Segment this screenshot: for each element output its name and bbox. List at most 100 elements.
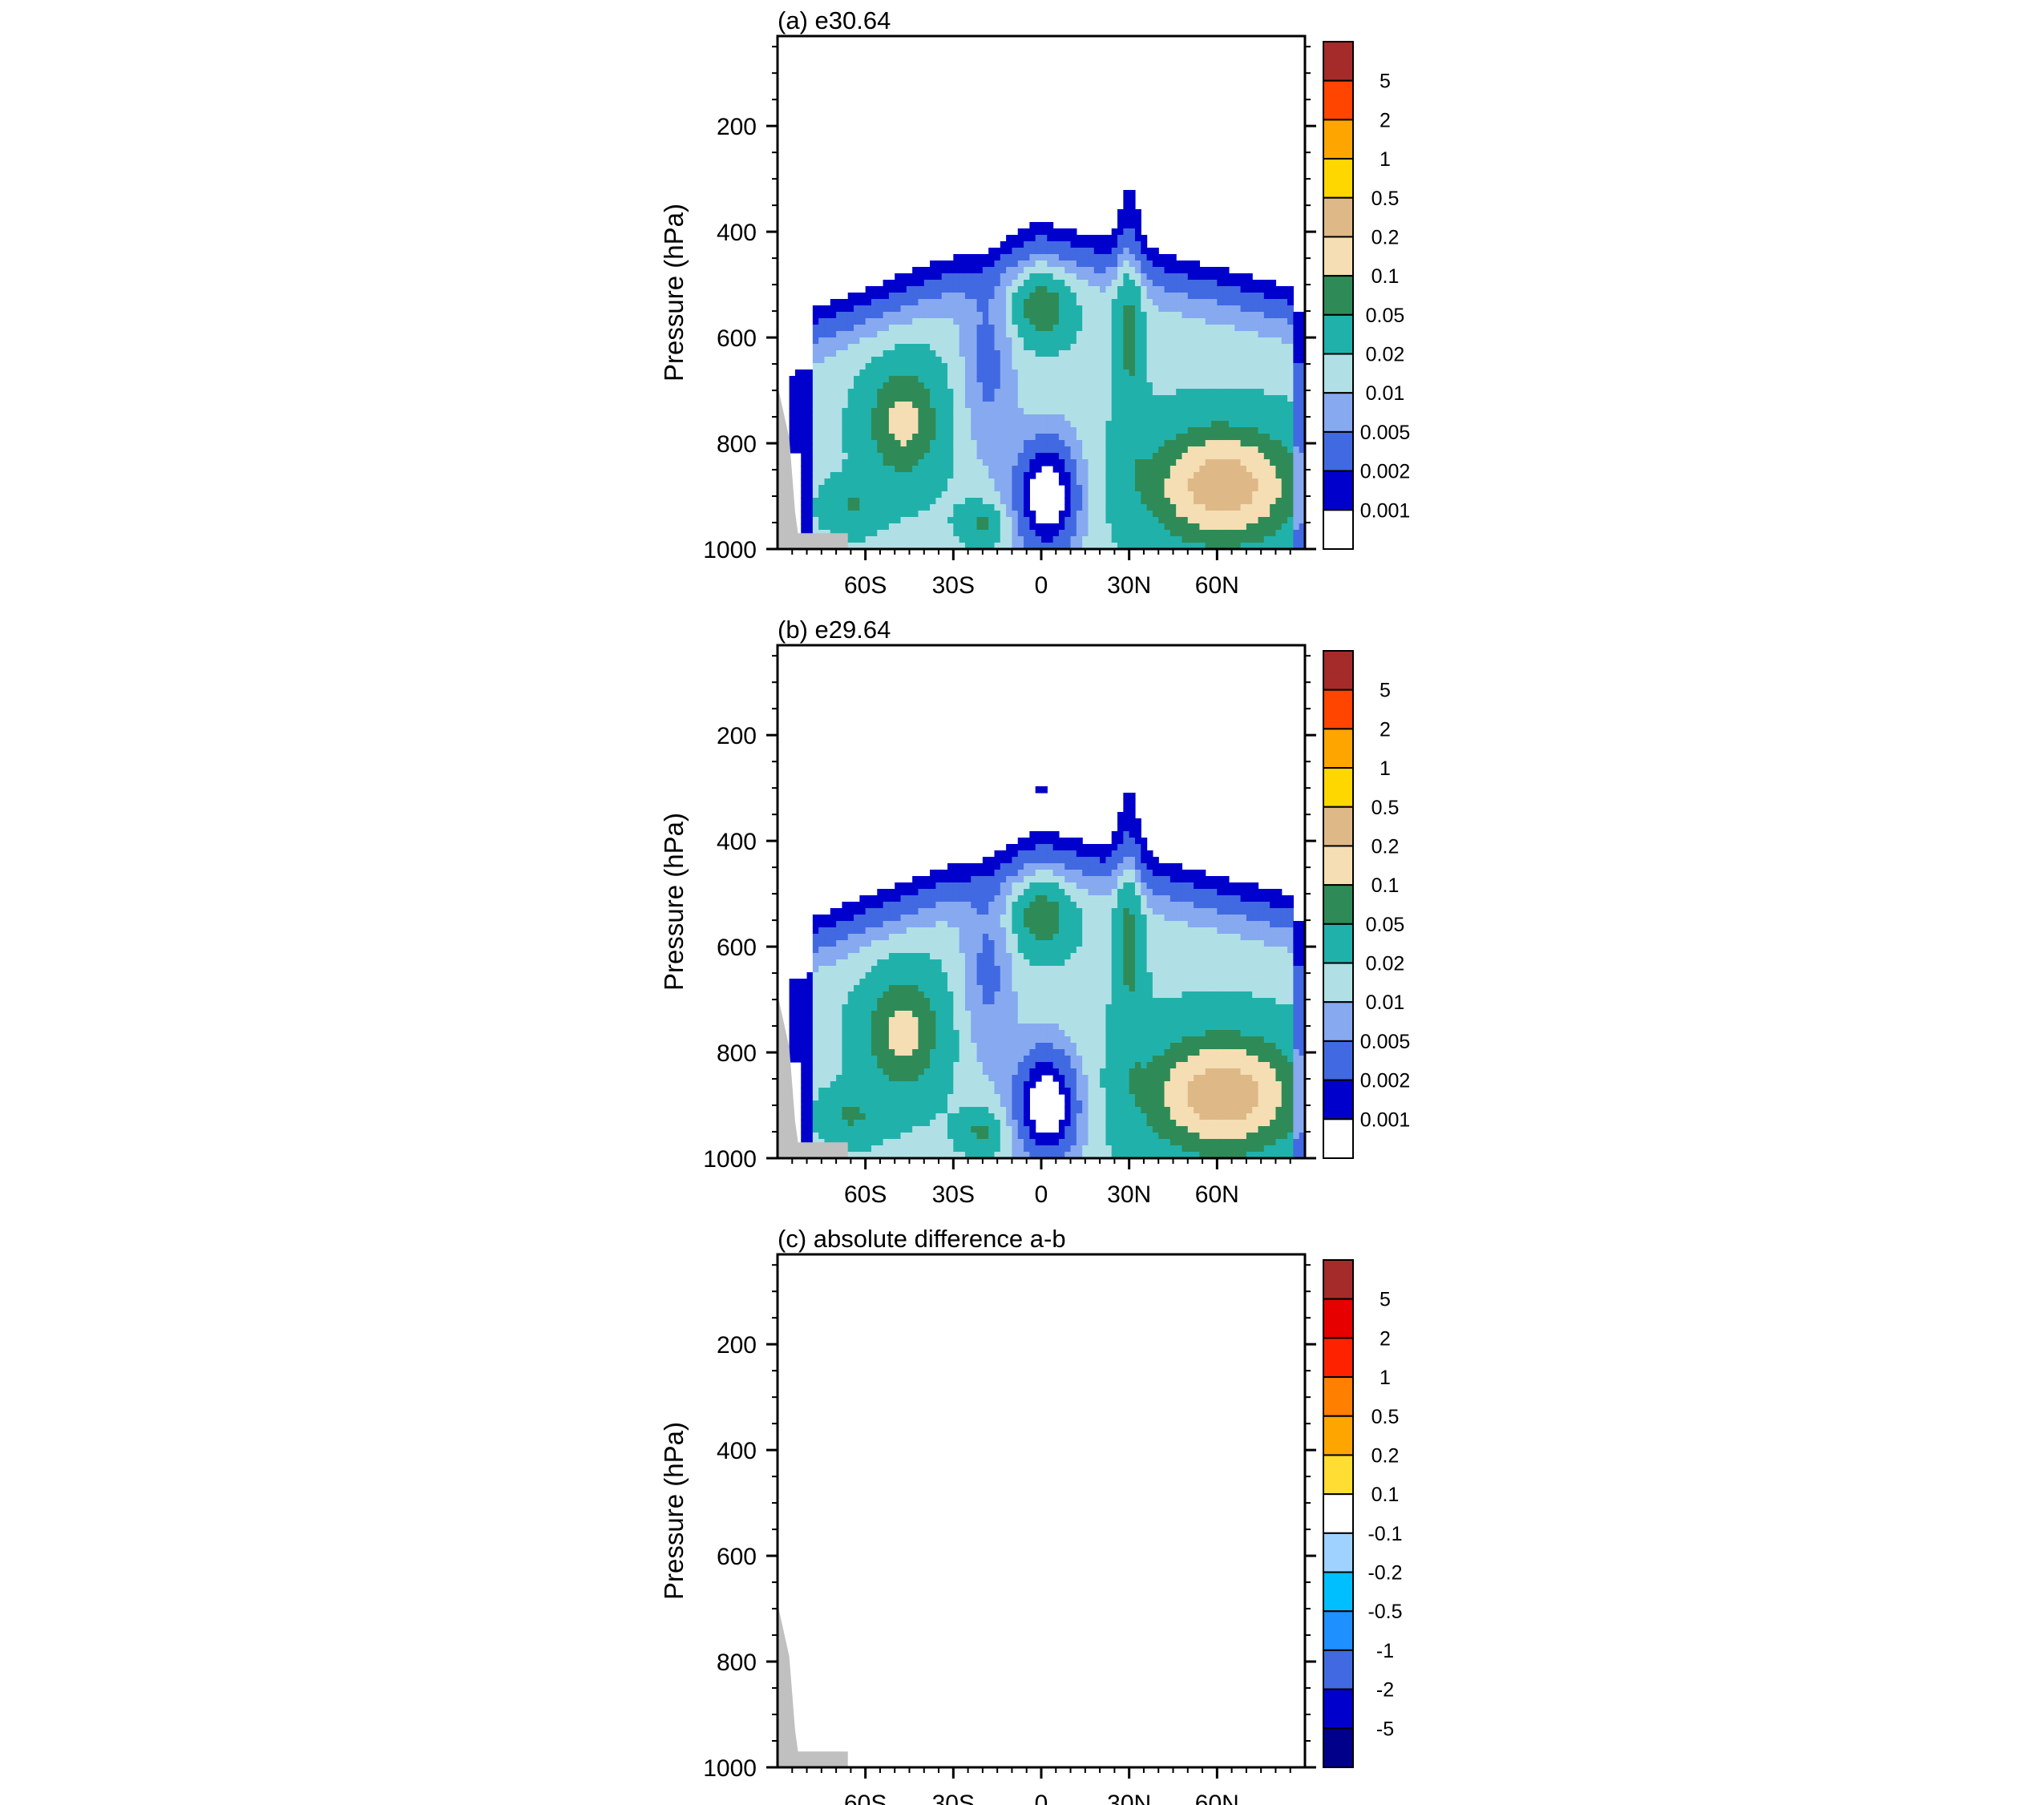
contour-cell — [1047, 293, 1054, 300]
contour-cell — [906, 543, 913, 550]
contour-cell — [953, 523, 960, 531]
contour-cell — [906, 382, 913, 390]
contour-cell — [1270, 286, 1277, 293]
contour-cell — [1134, 530, 1141, 537]
contour-cell — [1222, 402, 1230, 409]
contour-cell — [1146, 350, 1153, 357]
contour-cell — [941, 966, 948, 973]
colorbar-box — [1323, 470, 1354, 511]
contour-cell — [865, 459, 872, 466]
contour-cell — [1141, 318, 1148, 325]
contour-cell — [1176, 434, 1183, 441]
contour-cell — [830, 998, 837, 1005]
contour-cell — [865, 1133, 872, 1140]
contour-cell — [1093, 357, 1101, 364]
contour-cell — [1100, 453, 1107, 460]
contour-cell — [1129, 491, 1136, 499]
contour-cell — [1076, 267, 1083, 274]
contour-cell — [824, 934, 831, 941]
contour-cell — [1158, 536, 1165, 543]
contour-cell — [883, 504, 890, 511]
contour-cell — [923, 1011, 931, 1018]
contour-cell — [865, 357, 872, 364]
contour-cell — [859, 1030, 866, 1037]
contour-cell — [830, 453, 837, 460]
contour-cell — [912, 389, 919, 396]
contour-cell — [842, 421, 849, 428]
contour-cell — [1152, 254, 1159, 261]
contour-cell — [912, 1133, 919, 1140]
contour-cell — [1275, 395, 1283, 402]
contour-cell — [918, 979, 925, 986]
contour-cell — [912, 299, 919, 306]
contour-cell — [941, 1075, 948, 1082]
contour-cell — [1006, 357, 1013, 364]
contour-cell — [871, 427, 878, 434]
contour-cell — [1158, 402, 1165, 409]
contour-cell — [1105, 235, 1113, 242]
contour-cell — [1211, 299, 1218, 306]
contour-cell — [959, 318, 966, 325]
contour-cell — [1263, 357, 1270, 364]
contour-cell — [1134, 357, 1141, 364]
contour-cell — [836, 357, 843, 364]
contour-cell — [859, 517, 866, 524]
contour-cell — [906, 408, 913, 415]
contour-cell — [1222, 376, 1230, 383]
contour-cell — [941, 363, 948, 370]
contour-cell — [1176, 536, 1183, 543]
contour-cell — [865, 947, 872, 954]
contour-cell — [1194, 498, 1200, 505]
contour-cell — [1194, 273, 1200, 281]
contour-cell — [1035, 376, 1042, 383]
contour-cell — [836, 1075, 843, 1082]
contour-cell — [941, 369, 948, 377]
contour-cell — [830, 947, 837, 954]
contour-cell — [912, 318, 919, 325]
contour-cell — [888, 376, 895, 383]
contour-cell — [883, 979, 890, 986]
contour-cell — [888, 440, 895, 447]
contour-cell — [1164, 305, 1171, 313]
contour-cell — [1152, 485, 1159, 492]
contour-cell — [801, 459, 808, 466]
contour-cell — [1293, 318, 1300, 325]
contour-cell — [941, 998, 948, 1005]
contour-cell — [842, 927, 849, 935]
contour-cell — [794, 369, 802, 377]
contour-cell — [947, 491, 954, 499]
contour-cell — [930, 1049, 936, 1056]
contour-cell — [1082, 395, 1089, 402]
contour-cell — [1029, 389, 1036, 396]
contour-cell — [1123, 440, 1130, 447]
contour-cell — [912, 402, 919, 409]
contour-cell — [1076, 421, 1083, 428]
contour-cell — [1105, 498, 1113, 505]
contour-cell — [812, 1068, 819, 1076]
contour-cell — [1158, 543, 1165, 550]
contour-cell — [1240, 357, 1247, 364]
contour-cell — [935, 511, 943, 518]
contour-cell — [1111, 395, 1118, 402]
contour-cell — [971, 344, 978, 351]
contour-cell — [1041, 536, 1048, 543]
contour-cell — [923, 402, 931, 409]
contour-cell — [912, 543, 919, 550]
contour-cell — [1070, 472, 1077, 479]
contour-cell — [930, 1120, 936, 1127]
contour-cell — [1100, 369, 1107, 377]
contour-cell — [1035, 408, 1042, 415]
contour-cell — [859, 402, 866, 409]
contour-cell — [1258, 491, 1265, 499]
contour-cell — [1240, 459, 1247, 466]
contour-cell — [923, 1126, 931, 1133]
contour-cell — [941, 908, 948, 915]
contour-cell — [923, 1133, 931, 1140]
contour-cell — [824, 972, 831, 979]
contour-cell — [1006, 511, 1013, 518]
contour-cell — [865, 408, 872, 415]
contour-cell — [1281, 434, 1288, 441]
contour-cell — [1281, 286, 1288, 293]
contour-cell — [789, 440, 796, 447]
contour-cell — [1017, 472, 1024, 479]
